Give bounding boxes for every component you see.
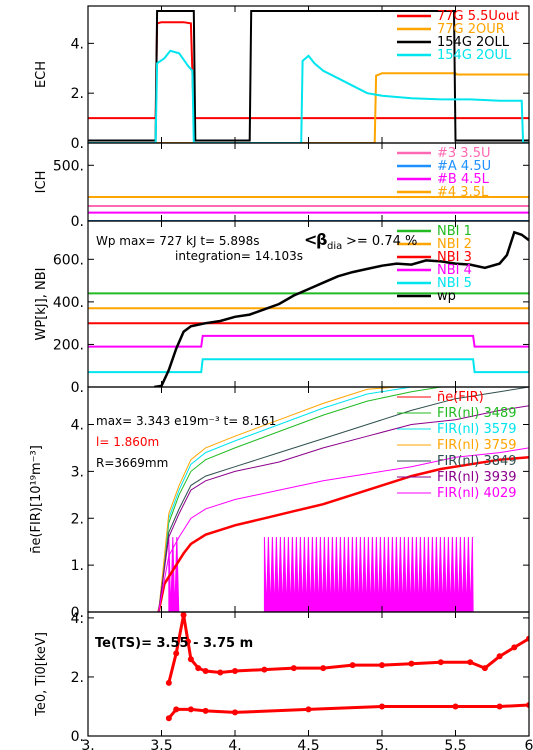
ytick-label: 400.: [53, 295, 84, 311]
annotation-integration: integration= 14.103s: [175, 249, 303, 263]
xtick-label: 3.5: [150, 738, 172, 750]
ytick-label: 0.: [71, 729, 84, 745]
ytick-label: 200.: [53, 337, 84, 353]
ytick-label: 1.: [71, 558, 84, 574]
annotation-l: l= 1.860m: [96, 435, 159, 449]
annotation-beta-value: >= 0.74 %: [346, 234, 417, 249]
ytick-label: 4.: [71, 611, 84, 627]
legend-label: FIR(nl) 3579: [437, 422, 517, 437]
ytick-label: 4.: [71, 36, 84, 52]
legend-label: FIR(nl) 3759: [437, 438, 517, 453]
burst-2: [263, 536, 474, 612]
legend-label: wp: [437, 289, 456, 304]
xtick-label: 4.5: [297, 738, 319, 750]
y-axis-label: WP[kJ], NBI: [34, 268, 49, 341]
ytick-label: 4.: [71, 418, 84, 434]
panel-frame-5: [87, 611, 530, 737]
annotation-wp-max: Wp max= 727 kJ t= 5.898s: [96, 234, 260, 248]
series-line-2: [167, 703, 529, 720]
annotation-te-ts: Te(TS)= 3.55 - 3.75 m: [95, 636, 253, 651]
series-line-4: [88, 49, 529, 143]
panel-2: 0. 500. ICH #3 3.5U#A 4.5U#B 4.5L#4 3.5L: [34, 142, 530, 230]
xtick-label: 3.: [81, 738, 94, 750]
legend-label: NBI 5: [437, 276, 472, 291]
ytick-label: 3.: [71, 464, 84, 480]
series-line-6: [154, 230, 529, 387]
series-line-2: [88, 72, 529, 143]
xtick-label: 5.5: [444, 738, 466, 750]
ytick-label: 600.: [53, 252, 84, 268]
plot-area-4: [157, 387, 529, 612]
x-axis: 3. 3.5 4. 4.5 5. 5.5 6: [81, 6, 533, 750]
series-line-1: [157, 456, 529, 612]
legend-label: NBI 3: [437, 250, 472, 265]
plot-area-5: [165, 612, 529, 722]
series-line-5: [158, 387, 529, 612]
legend-label: NBI 4: [437, 263, 472, 278]
ytick-label: 2.: [71, 86, 84, 102]
series-line-5: [88, 358, 529, 374]
ytick-label: 0.: [71, 380, 84, 396]
legend-label: NBI 2: [437, 237, 472, 252]
legend-label: FIR(nl) 3489: [437, 406, 517, 421]
xtick-label: 5.: [375, 738, 388, 750]
annotation-r: R=3669mm: [96, 456, 168, 470]
legend-label: FIR(nl) 4029: [437, 486, 517, 501]
y-axis-label: ICH: [34, 171, 49, 194]
ytick-label: 0.: [71, 136, 84, 152]
xtick-label: 6: [525, 738, 533, 750]
annotation-max: max= 3.343 e19m⁻³ t= 8.161: [96, 414, 276, 428]
series-line-4: [158, 387, 397, 612]
series-line-2: [158, 387, 471, 612]
legend-label: #B 4.5L: [437, 172, 490, 187]
ytick-label: 2.: [71, 511, 84, 527]
legend-label: NBI 1: [437, 224, 472, 239]
legend-label: 77G 2OUR: [437, 22, 505, 37]
legend-label: FIR(nl) 3849: [437, 454, 517, 469]
annotation-beta-open: <: [304, 230, 317, 249]
y-axis-label: n̄e(FIR)[10¹⁹m⁻³]: [29, 445, 44, 554]
plot-area-1: [88, 10, 529, 143]
plot-area-2: [88, 196, 529, 221]
series-line-7: [158, 447, 529, 612]
legend-label: 154G 2OUL: [437, 48, 512, 63]
legend-label: #4 3.5L: [437, 185, 489, 200]
annotation-beta: β: [316, 230, 327, 249]
plot-area-3: [88, 230, 529, 387]
ytick-label: 0.: [71, 605, 84, 621]
series-line-6: [158, 405, 529, 612]
y-axis-label: ECH: [34, 61, 49, 88]
xtick-label: 4.: [228, 738, 241, 750]
legend-label: 154G 2OLL: [437, 35, 510, 50]
series-line-1: [167, 614, 529, 684]
panel-4: 0.1.2.3.4.n̄e(FIR)[10¹⁹m⁻³]n̄e(FIR)FIR(n…: [29, 386, 530, 621]
ytick-label: 0.: [71, 214, 84, 230]
legend-label: #3 3.5U: [437, 146, 491, 161]
legend-label: n̄e(FIR): [437, 390, 484, 405]
legend-label: #A 4.5U: [437, 159, 491, 174]
panel-5: 0. 2. 4. Te0, Ti0[keV]: [34, 611, 530, 745]
burst-1: [168, 536, 180, 612]
ytick-label: 500.: [53, 158, 84, 174]
y-axis-label: Te0, Ti0[keV]: [34, 632, 49, 717]
annotations: Wp max= 727 kJ t= 5.898s <β dia >= 0.74 % in…: [95, 230, 417, 651]
series-line-4: [88, 334, 529, 348]
legend-label: 77G 5.5Uout: [437, 9, 519, 24]
annotation-beta-sub: dia: [327, 241, 342, 252]
legend-label: FIR(nl) 3939: [437, 470, 517, 485]
ytick-label: 2.: [71, 670, 84, 686]
